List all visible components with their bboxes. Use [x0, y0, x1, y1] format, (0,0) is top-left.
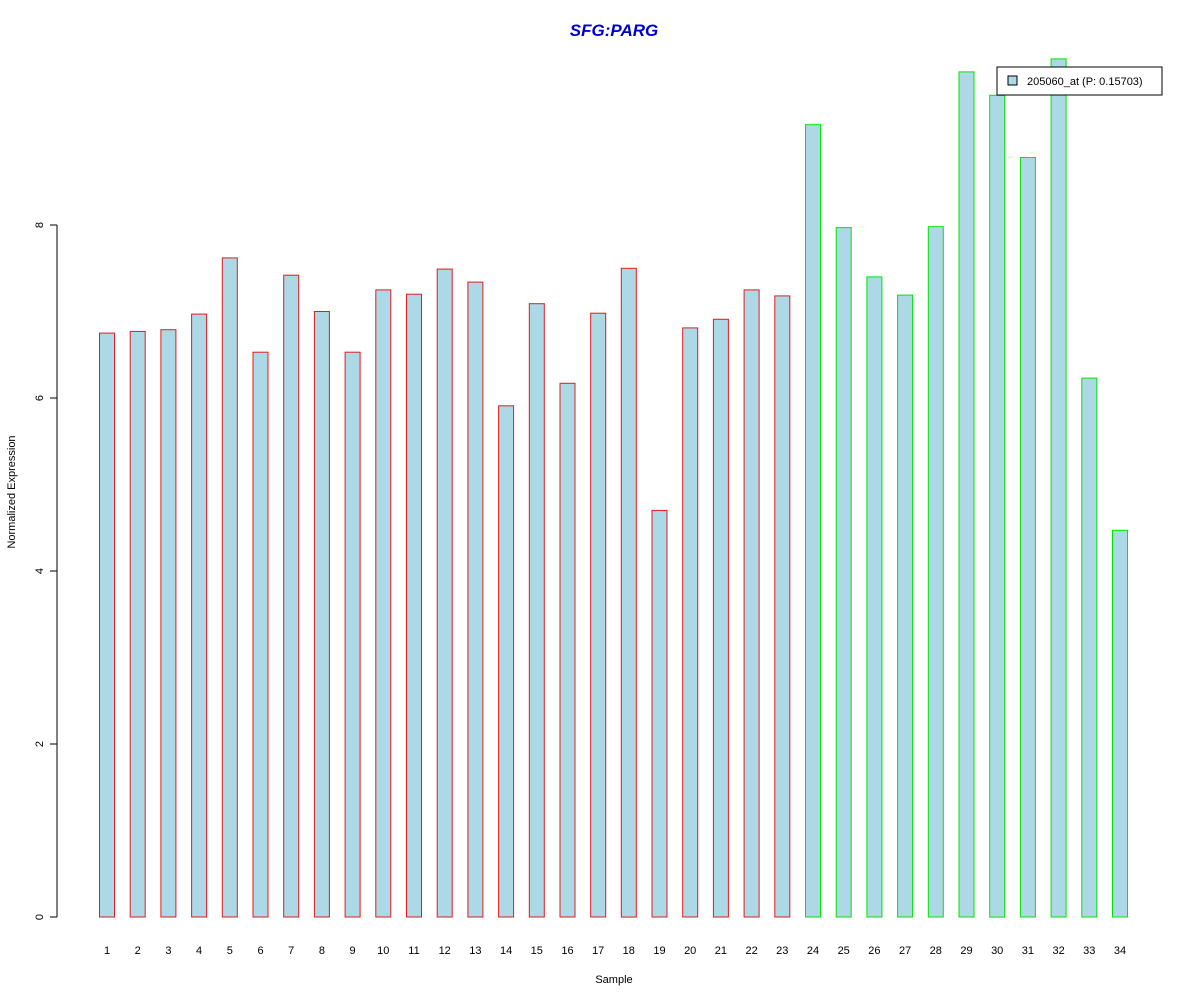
y-tick-label: 4	[34, 568, 46, 574]
bar-sample-19	[651, 509, 668, 918]
legend: 205060_at (P: 0.15703)	[996, 66, 1163, 96]
bar-sample-16	[559, 382, 576, 918]
bar-sample-34	[1112, 529, 1128, 918]
y-tick-label: 2	[34, 741, 46, 747]
bar-sample-8	[313, 311, 330, 918]
x-tick-label: 25	[838, 945, 850, 957]
bar-sample-28	[927, 226, 944, 918]
y-axis: 0 2 4 6 8	[34, 222, 58, 920]
y-tick-label: 8	[34, 222, 46, 228]
x-tick-label: 26	[868, 945, 880, 957]
x-tick-label: 31	[1022, 945, 1034, 957]
x-tick-label: 15	[531, 945, 543, 957]
bar-sample-18	[620, 267, 637, 918]
y-tick-label: 6	[34, 395, 46, 401]
x-tick-label: 4	[196, 945, 202, 957]
x-tick-label: 27	[899, 945, 911, 957]
bar-sample-29	[958, 71, 975, 918]
bar-sample-20	[682, 327, 699, 918]
x-tick-label: 30	[991, 945, 1003, 957]
bar-sample-26	[866, 276, 883, 918]
bar-sample-10	[375, 289, 392, 918]
x-tick-label: 9	[350, 945, 356, 957]
x-tick-label: 14	[500, 945, 512, 957]
bar-sample-24	[805, 124, 821, 918]
x-tick-label: 7	[288, 945, 294, 957]
x-tick-labels: 1 2 3 4 5 6 7 8 9 10 11 12 13 14 15 16 17 18 19 20 21 22 23 24 2…	[104, 945, 1126, 957]
bar-sample-21	[712, 318, 729, 918]
y-axis-label: Normalized Expression	[6, 435, 18, 548]
x-axis-label: Sample	[595, 974, 632, 986]
x-tick-label: 3	[165, 945, 171, 957]
legend-swatch	[1007, 75, 1018, 86]
bar-sample-7	[283, 274, 300, 918]
x-tick-label: 5	[227, 945, 233, 957]
bar-sample-15	[528, 303, 545, 918]
y-tick-label: 0	[34, 914, 46, 920]
bar-sample-3	[160, 329, 177, 918]
bar-sample-27	[897, 294, 914, 918]
x-tick-label: 11	[408, 945, 419, 957]
bar-sample-25	[835, 227, 852, 918]
chart-title: SFG:PARG	[570, 21, 658, 40]
x-tick-label: 6	[257, 945, 263, 957]
x-tick-label: 34	[1114, 945, 1126, 957]
x-tick-label: 17	[592, 945, 604, 957]
x-tick-label: 32	[1052, 945, 1064, 957]
bar-sample-13	[467, 281, 484, 918]
bar-sample-9	[344, 351, 361, 918]
bar-sample-22	[743, 289, 760, 918]
bars	[99, 58, 1128, 918]
legend-label: 205060_at (P: 0.15703)	[1027, 76, 1143, 88]
bar-sample-12	[436, 268, 453, 918]
legend-box	[996, 66, 1163, 96]
x-tick-label: 29	[960, 945, 972, 957]
bar-sample-33	[1081, 377, 1098, 918]
x-tick-label: 28	[930, 945, 942, 957]
bar-sample-30	[989, 94, 1006, 918]
x-tick-label: 10	[377, 945, 389, 957]
x-tick-label: 22	[745, 945, 757, 957]
x-tick-label: 33	[1083, 945, 1095, 957]
bar-sample-4	[191, 313, 208, 918]
x-tick-label: 23	[776, 945, 788, 957]
x-tick-label: 13	[469, 945, 481, 957]
x-tick-label: 1	[104, 945, 110, 957]
bar-sample-17	[590, 312, 607, 918]
x-tick-label: 19	[653, 945, 665, 957]
bar-sample-6	[252, 351, 269, 918]
bar-sample-32	[1050, 58, 1067, 918]
bar-sample-31	[1019, 157, 1036, 918]
x-tick-label: 12	[439, 945, 451, 957]
x-tick-label: 8	[319, 945, 325, 957]
x-tick-label: 18	[623, 945, 635, 957]
bar-sample-11	[406, 293, 422, 918]
bar-sample-1	[99, 332, 115, 918]
bar-sample-23	[774, 295, 791, 918]
bar-sample-14	[498, 405, 515, 918]
bar-sample-2	[129, 330, 146, 918]
x-tick-label: 21	[715, 945, 727, 957]
x-tick-label: 2	[135, 945, 141, 957]
x-tick-label: 24	[807, 945, 819, 957]
x-tick-label: 20	[684, 945, 696, 957]
x-tick-label: 16	[561, 945, 573, 957]
bar-sample-5	[221, 257, 238, 918]
